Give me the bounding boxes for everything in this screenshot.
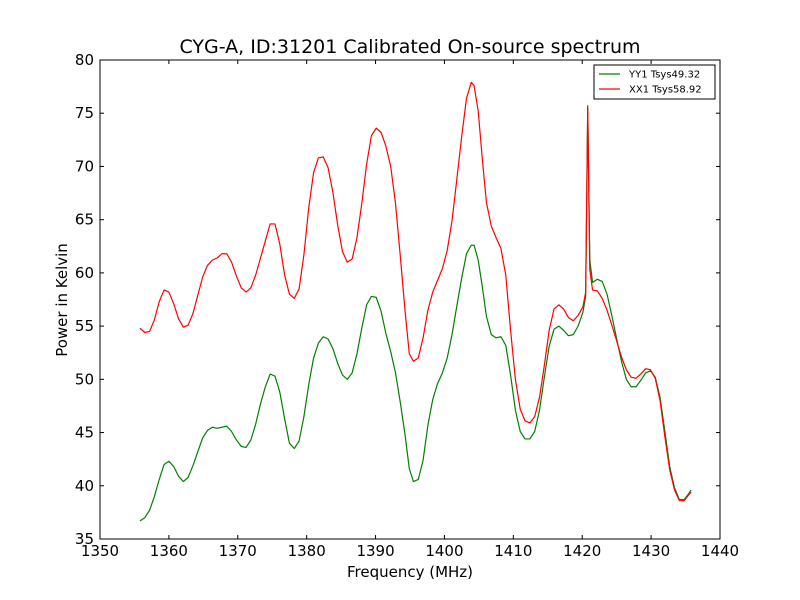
y-tick-label: 75 bbox=[75, 104, 94, 122]
y-tick-label: 60 bbox=[75, 264, 94, 282]
x-tick-label: 1380 bbox=[288, 542, 326, 560]
x-tick-label: 1440 bbox=[701, 542, 739, 560]
series-line-1 bbox=[139, 105, 692, 522]
legend-label: YY1 Tsys49.32 bbox=[628, 70, 700, 81]
x-tick-label: 1400 bbox=[425, 542, 463, 560]
y-tick-label: 80 bbox=[75, 51, 94, 69]
plot-area-frame bbox=[99, 59, 721, 540]
x-axis-label: Frequency (MHz) bbox=[347, 563, 473, 581]
y-tick-label: 65 bbox=[75, 211, 94, 229]
legend: YY1 Tsys49.32 XX1 Tsys58.92 bbox=[593, 64, 716, 100]
series-line-2 bbox=[139, 81, 692, 502]
y-tick-label: 70 bbox=[75, 157, 94, 175]
x-tick-label: 1430 bbox=[632, 542, 670, 560]
y-tick-label: 35 bbox=[75, 530, 94, 548]
plot-lines bbox=[139, 81, 692, 522]
x-tick-label: 1360 bbox=[150, 542, 188, 560]
legend-box bbox=[593, 64, 716, 100]
y-tick-label: 55 bbox=[75, 317, 94, 335]
y-tick-label: 45 bbox=[75, 424, 94, 442]
y-axis-label: Power in Kelvin bbox=[53, 243, 71, 357]
legend-label: XX1 Tsys58.92 bbox=[629, 85, 702, 96]
x-tick-label: 1350 bbox=[81, 542, 119, 560]
chart-title: CYG-A, ID:31201 Calibrated On-source spe… bbox=[179, 36, 640, 58]
y-axis: 35 40 45 50 55 60 65 70 75 80 bbox=[75, 51, 720, 548]
y-tick-label: 50 bbox=[75, 370, 94, 388]
x-axis: 1350 1360 1370 1380 1390 1400 1410 1420 1430 1440 bbox=[81, 60, 739, 560]
x-tick-label: 1410 bbox=[494, 542, 532, 560]
x-tick-label: 1370 bbox=[219, 542, 257, 560]
y-tick-label: 40 bbox=[75, 477, 94, 495]
x-tick-label: 1390 bbox=[356, 542, 394, 560]
x-tick-label: 1420 bbox=[563, 542, 601, 560]
